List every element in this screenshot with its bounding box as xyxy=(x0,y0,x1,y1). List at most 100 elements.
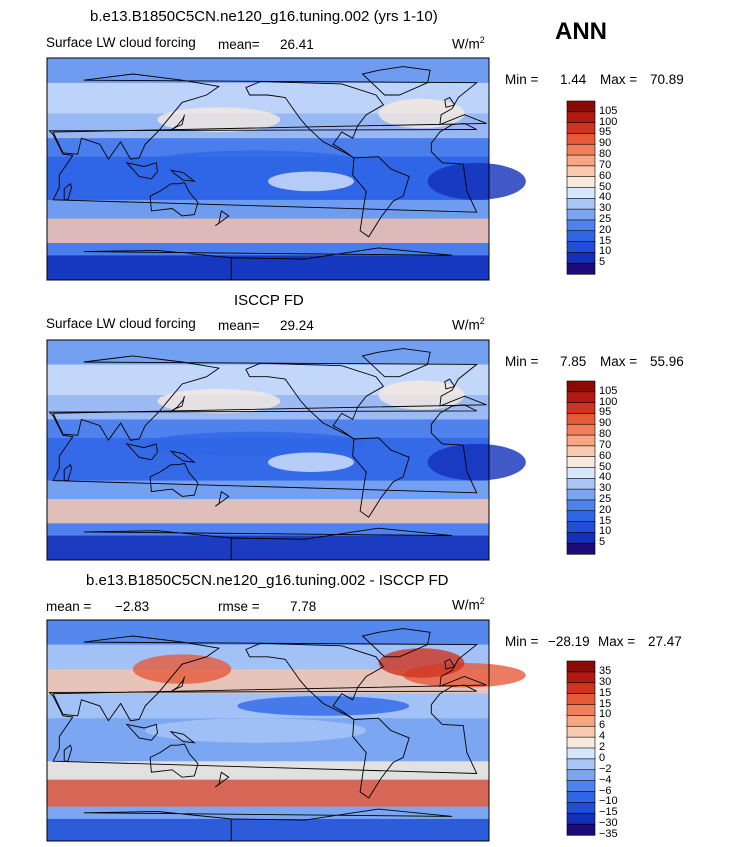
panel3-mean-label: mean = xyxy=(46,599,92,614)
field-anomaly xyxy=(268,452,354,472)
coastline-nz xyxy=(214,771,230,788)
coastline-indonesia xyxy=(125,162,158,180)
colorbar-tick-label: 25 xyxy=(599,212,612,225)
coastline-britain xyxy=(444,658,456,670)
field-band xyxy=(47,58,489,83)
coastline-antarctica xyxy=(83,247,453,280)
panel2-min-label: Min = xyxy=(505,354,539,369)
coastline-australia xyxy=(149,182,199,217)
colorbar-tick-label: 50 xyxy=(599,460,612,473)
colorbar-swatch xyxy=(566,402,596,415)
colorbar-tick-label: 2 xyxy=(599,741,606,753)
colorbar-swatch xyxy=(566,499,596,512)
colorbar-tick-label: −4 xyxy=(599,773,612,786)
colorbar-swatch xyxy=(566,758,596,771)
coastline-nz xyxy=(214,490,230,507)
coastline-samerica xyxy=(352,156,410,238)
panel3-max-label: Max = xyxy=(598,634,636,649)
colorbar-swatch xyxy=(566,434,596,447)
coastline-indonesia xyxy=(125,723,158,741)
colorbar-swatch xyxy=(566,521,596,533)
field-band xyxy=(47,818,489,841)
panel3-mean-value: −2.83 xyxy=(115,599,150,614)
panel1-mean-label: mean= xyxy=(218,37,260,52)
field-anomaly xyxy=(268,171,354,192)
panel2-units-sup: 2 xyxy=(479,316,485,326)
colorbar-tick-label: 0 xyxy=(599,751,606,764)
panel1-units-main: W/m xyxy=(452,36,480,52)
map-frame xyxy=(46,339,490,561)
panel1-min-value: 1.44 xyxy=(560,72,587,87)
colorbar-tick-label: 30 xyxy=(599,482,612,495)
panel1-variable: Surface LW cloud forcing xyxy=(46,35,196,50)
field-anomaly xyxy=(157,388,281,414)
colorbar-swatch xyxy=(566,693,596,706)
coastline-nz xyxy=(214,210,230,227)
colorbar-tick-label: 15 xyxy=(599,234,612,247)
field-band xyxy=(47,761,489,780)
colorbar-tick-label: 70 xyxy=(599,158,612,171)
field-band xyxy=(47,480,489,499)
colorbar-tick-label: 20 xyxy=(599,503,612,516)
coastline-samerica xyxy=(352,717,410,799)
colorbar-tick-label: 4 xyxy=(599,730,606,743)
colorbar-tick-label: 50 xyxy=(599,180,612,193)
colorbar-tick-label: 60 xyxy=(599,449,612,462)
panel2-variable: Surface LW cloud forcing xyxy=(46,316,196,331)
colorbar-tick-label: −15 xyxy=(599,806,618,819)
panel3-units-sup: 2 xyxy=(479,596,485,606)
colorbar-swatch xyxy=(566,715,596,727)
panel2-mean-value: 29.24 xyxy=(280,318,314,333)
colorbar-swatch xyxy=(566,445,596,458)
colorbar-swatch xyxy=(566,122,596,135)
coastline-samerica xyxy=(352,437,410,518)
colorbar-swatch xyxy=(566,187,596,199)
coastline-newguinea xyxy=(169,730,196,744)
colorbar-swatch xyxy=(566,802,596,814)
coastline-australia xyxy=(149,743,199,778)
coastline-eurasia xyxy=(52,635,487,722)
panel1-max-value: 70.89 xyxy=(650,72,684,87)
colorbar-swatch xyxy=(566,704,596,716)
colorbar-tick-label: 95 xyxy=(599,126,612,139)
coastline-antarctica xyxy=(83,527,453,560)
colorbar-swatch xyxy=(566,747,596,760)
colorbar-swatch xyxy=(566,532,596,544)
field-band xyxy=(47,620,489,645)
colorbar-swatch xyxy=(566,143,596,156)
panel3-rmse-value: 7.78 xyxy=(290,599,317,614)
panel2-map xyxy=(46,339,526,561)
panel2-units: W/m2 xyxy=(452,316,485,333)
colorbar-swatch xyxy=(566,100,596,113)
field-band xyxy=(47,535,489,560)
panel3-max-value: 27.47 xyxy=(648,634,682,649)
field-anomaly xyxy=(145,718,367,743)
field-band xyxy=(47,419,489,438)
colorbar-swatch xyxy=(566,769,596,782)
colorbar-tick-label: 40 xyxy=(599,471,612,484)
field-band xyxy=(47,779,489,807)
colorbar-tick-label: 100 xyxy=(599,395,618,408)
colorbar-tick-label: 80 xyxy=(599,428,612,441)
colorbar-tick-label: 95 xyxy=(599,406,612,419)
colorbar-swatch xyxy=(566,252,596,264)
panel2-min-value: 7.85 xyxy=(560,354,587,369)
colorbar-tick-label: 30 xyxy=(599,202,612,215)
field-band xyxy=(47,498,489,524)
colorbar-swatch xyxy=(566,111,596,124)
coastline-britain xyxy=(444,96,456,108)
field-anomaly xyxy=(378,648,465,678)
panel2-colorbar xyxy=(566,380,596,555)
colorbar-swatch xyxy=(566,823,596,836)
colorbar-swatch xyxy=(566,725,596,738)
coastline-japan xyxy=(169,114,185,132)
colorbar-swatch xyxy=(566,478,596,490)
colorbar-tick-label: 80 xyxy=(599,148,612,161)
panel1-units: W/m2 xyxy=(452,35,485,52)
colorbar-tick-label: 10 xyxy=(599,708,612,721)
panel2-title: ISCCP FD xyxy=(234,292,304,309)
field-band xyxy=(47,218,489,243)
field-anomaly xyxy=(132,654,232,684)
colorbar-tick-label: 15 xyxy=(599,686,612,699)
panel3-rmse-label: rmse = xyxy=(218,599,260,614)
